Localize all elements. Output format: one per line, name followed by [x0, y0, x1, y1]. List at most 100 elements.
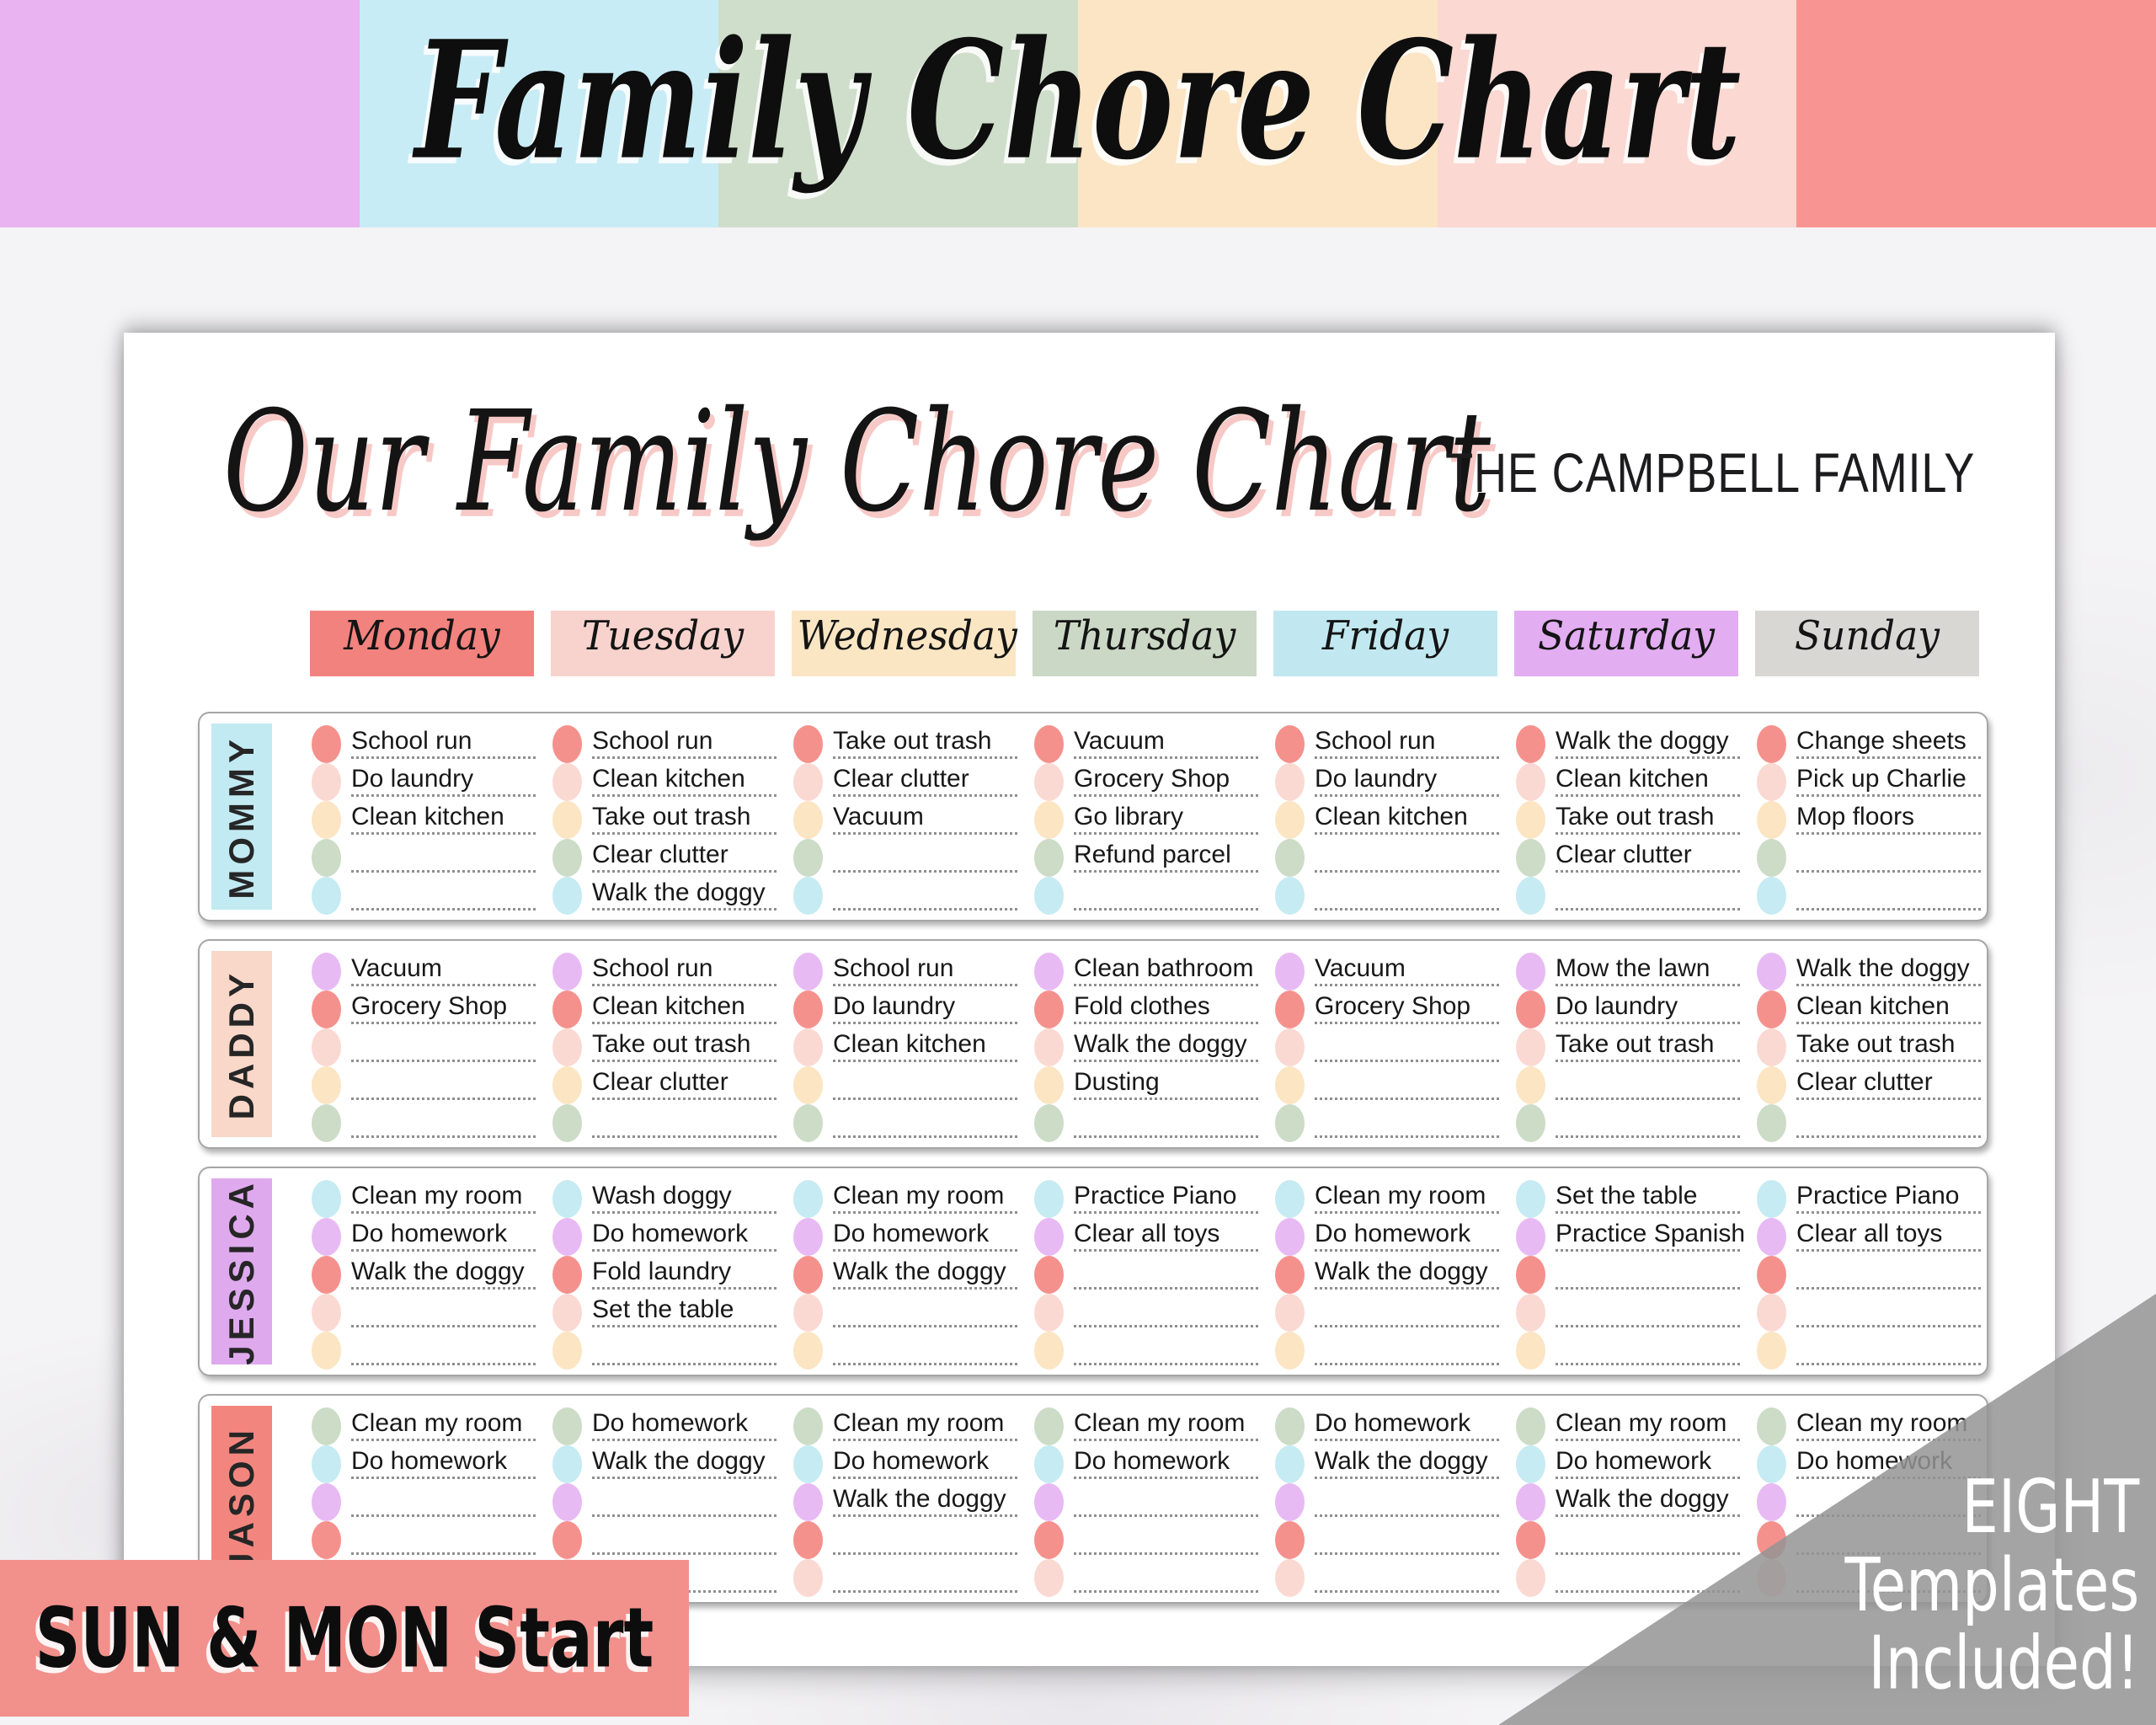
chore-text: Go library	[1074, 803, 1258, 835]
chore-entry: Walk the doggy	[552, 1441, 776, 1483]
chore-entry	[793, 1100, 1017, 1142]
chore-entry: Vacuum	[312, 948, 536, 991]
chore-entry: Grocery Shop	[312, 986, 536, 1028]
chore-text	[833, 869, 1017, 873]
chore-text: Clear clutter	[592, 1068, 776, 1100]
chore-entry: Clean bathroom	[1034, 948, 1258, 991]
chore-text: Vacuum	[833, 803, 1017, 835]
day-header-block	[1755, 611, 1979, 676]
chore-text: Walk the doggy	[1074, 1030, 1258, 1062]
chore-dot-icon	[1275, 1256, 1305, 1294]
chore-text: Vacuum	[1074, 727, 1258, 759]
day-header-block	[1033, 611, 1257, 676]
chore-entry: Vacuum	[1034, 721, 1258, 763]
chore-entry: Mop floors	[1757, 797, 1981, 839]
chore-dot-icon	[1757, 1066, 1786, 1104]
chore-entry	[552, 1100, 776, 1142]
chore-dot-icon	[312, 953, 341, 991]
day-header: Saturday	[1514, 611, 1738, 676]
chore-entry: Clean kitchen	[1757, 986, 1981, 1028]
chore-dot-icon	[1275, 1104, 1305, 1142]
chore-dot-icon	[1275, 1407, 1305, 1445]
chore-text: Walk the doggy	[1556, 1485, 1740, 1517]
chore-dot-icon	[1757, 801, 1786, 839]
chore-text: Walk the doggy	[1315, 1447, 1499, 1479]
member-name: JASON	[221, 1425, 261, 1573]
chore-dot-icon	[793, 991, 823, 1028]
chore-text: Do laundry	[1556, 992, 1740, 1024]
chore-entry: Wash doggy	[552, 1176, 776, 1218]
chore-entry	[1275, 873, 1499, 915]
banner-stripe	[359, 0, 719, 227]
chore-entry	[1034, 873, 1258, 915]
chore-text	[351, 869, 536, 873]
chore-entry	[1757, 835, 1981, 877]
chore-dot-icon	[1516, 1256, 1545, 1294]
chore-text	[592, 1135, 776, 1138]
chore-text: Take out trash	[592, 803, 776, 835]
chore-dot-icon	[312, 1521, 341, 1559]
chore-dot-icon	[793, 1332, 823, 1370]
chore-dot-icon	[1034, 1294, 1064, 1332]
chore-dot-icon	[1275, 1332, 1305, 1370]
chore-dot-icon	[1275, 877, 1305, 915]
chore-dot-icon	[793, 1104, 823, 1142]
chore-text: Walk the doggy	[833, 1258, 1017, 1290]
day-column: Vacuum Grocery Shop	[1275, 948, 1499, 1142]
chore-dot-icon	[552, 1407, 582, 1445]
chore-entry	[1275, 1327, 1499, 1370]
chore-text	[1074, 1362, 1258, 1365]
day-column: Clean my room Do homework	[1034, 1403, 1258, 1597]
chore-text: Change sheets	[1796, 727, 1981, 759]
chore-dot-icon	[793, 839, 823, 877]
chore-entry: Clean my room	[793, 1176, 1017, 1218]
chore-dot-icon	[552, 725, 582, 763]
chore-text: Clear clutter	[1556, 841, 1740, 873]
chore-entry	[1034, 1252, 1258, 1294]
day-column: School run Clean kitchen Take out trash Cle…	[552, 948, 776, 1142]
chore-entry: Fold clothes	[1034, 986, 1258, 1028]
chore-dot-icon	[1516, 1180, 1545, 1218]
chore-grid: Clean my room Do homework Walk the doggy Wa…	[312, 1176, 1981, 1370]
chore-entry	[1034, 1327, 1258, 1370]
chore-text: Do homework	[833, 1220, 1017, 1252]
chore-entry	[1757, 1252, 1981, 1294]
chore-entry: School run	[552, 721, 776, 763]
chore-entry: Set the table	[552, 1290, 776, 1332]
chore-entry: Clean kitchen	[552, 759, 776, 801]
chore-dot-icon	[312, 1104, 341, 1142]
chore-text: Fold laundry	[592, 1258, 776, 1290]
chore-dot-icon	[312, 725, 341, 763]
chore-text: Clear all toys	[1796, 1220, 1981, 1252]
chore-text: Walk the doggy	[592, 1447, 776, 1479]
chore-text	[351, 1324, 536, 1327]
chore-text: Clean my room	[833, 1182, 1017, 1214]
chore-dot-icon	[1516, 1407, 1545, 1445]
chore-dot-icon	[1757, 1104, 1786, 1142]
day-header: Tuesday	[551, 611, 775, 676]
chore-entry: Refund parcel	[1034, 835, 1258, 877]
chore-entry: School run	[1275, 721, 1499, 763]
day-column: School run Do laundry Clean kitchen	[1275, 721, 1499, 915]
chore-dot-icon	[1516, 1294, 1545, 1332]
chore-text: Clean my room	[1315, 1182, 1499, 1214]
banner-stripes	[0, 0, 2156, 227]
day-header-block	[310, 611, 534, 676]
chore-entry: Clean kitchen	[1275, 797, 1499, 839]
chore-entry	[1516, 1100, 1740, 1142]
chore-text: Take out trash	[833, 727, 1017, 759]
chore-dot-icon	[1516, 991, 1545, 1028]
chore-entry	[1034, 1555, 1258, 1597]
chore-text: Do laundry	[833, 992, 1017, 1024]
chore-entry	[552, 1327, 776, 1370]
chore-text: Clean my room	[1796, 1409, 1981, 1441]
chore-entry: Walk the doggy	[1516, 721, 1740, 763]
chore-text	[1315, 1551, 1499, 1555]
chore-dot-icon	[1275, 1294, 1305, 1332]
chore-entry: Walk the doggy	[1516, 1479, 1740, 1521]
chore-dot-icon	[793, 801, 823, 839]
day-header: Wednesday	[792, 611, 1017, 676]
chore-text	[833, 1097, 1017, 1100]
chore-dot-icon	[1516, 953, 1545, 991]
banner-stripe	[1437, 0, 1797, 227]
